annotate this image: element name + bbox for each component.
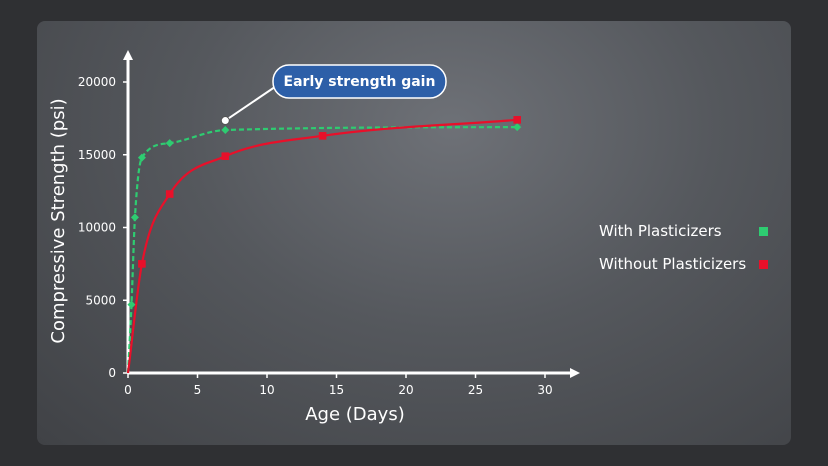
x-tick-label: 5 xyxy=(194,383,202,397)
data-point-with-plasticizers xyxy=(127,300,136,309)
data-point-with-plasticizers xyxy=(130,213,139,222)
annotation: Early strength gain xyxy=(220,64,447,126)
data-point-without-plasticizers xyxy=(138,260,146,268)
x-tick-label: 10 xyxy=(259,383,274,397)
data-point-with-plasticizers xyxy=(137,153,146,162)
chart-svg: 0 5 10 15 20 25 30 0 5000 10000 15000 20000 Early s… xyxy=(48,50,768,425)
series-lines xyxy=(126,118,518,374)
x-tick-label: 20 xyxy=(398,383,413,397)
series-markers xyxy=(127,116,522,309)
legend-swatch-without-plasticizers xyxy=(759,260,768,269)
x-tick-label: 30 xyxy=(537,383,552,397)
data-point-with-plasticizers xyxy=(513,123,522,132)
x-tick-label: 25 xyxy=(468,383,483,397)
x-axis-title: Age (Days) xyxy=(305,404,405,425)
y-tick-label: 0 xyxy=(108,366,116,380)
legend: With Plasticizers Without Plasticizers xyxy=(599,222,768,273)
annotation-text: Early strength gain xyxy=(284,74,436,90)
annotation-box xyxy=(272,64,447,99)
y-tick-label: 10000 xyxy=(78,221,116,235)
axis-ticks: 0 5 10 15 20 25 30 0 5000 10000 15000 20000 xyxy=(78,75,553,397)
y-tick-label: 20000 xyxy=(78,75,116,89)
legend-label-with-plasticizers: With Plasticizers xyxy=(599,222,722,240)
data-point-without-plasticizers xyxy=(513,116,521,124)
series-line-with-plasticizers xyxy=(126,126,518,374)
legend-label-without-plasticizers: Without Plasticizers xyxy=(599,255,746,273)
y-tick-label: 15000 xyxy=(78,148,116,162)
y-tick-label: 5000 xyxy=(85,293,116,307)
data-point-without-plasticizers xyxy=(221,152,230,161)
series-line-without-plasticizers xyxy=(126,118,518,374)
annotation-anchor-dot xyxy=(220,116,230,126)
x-tick-label: 15 xyxy=(329,383,344,397)
y-axis-title: Compressive Strength (psi) xyxy=(48,98,69,343)
data-point-with-plasticizers xyxy=(221,126,230,135)
chart-card: 0 5 10 15 20 25 30 0 5000 10000 15000 20000 Early s… xyxy=(37,21,791,445)
axes xyxy=(123,50,580,378)
data-point-without-plasticizers xyxy=(318,132,327,140)
data-point-without-plasticizers xyxy=(165,190,174,198)
x-tick-label: 0 xyxy=(124,383,132,397)
legend-swatch-with-plasticizers xyxy=(759,227,768,236)
data-point-with-plasticizers xyxy=(165,139,174,148)
